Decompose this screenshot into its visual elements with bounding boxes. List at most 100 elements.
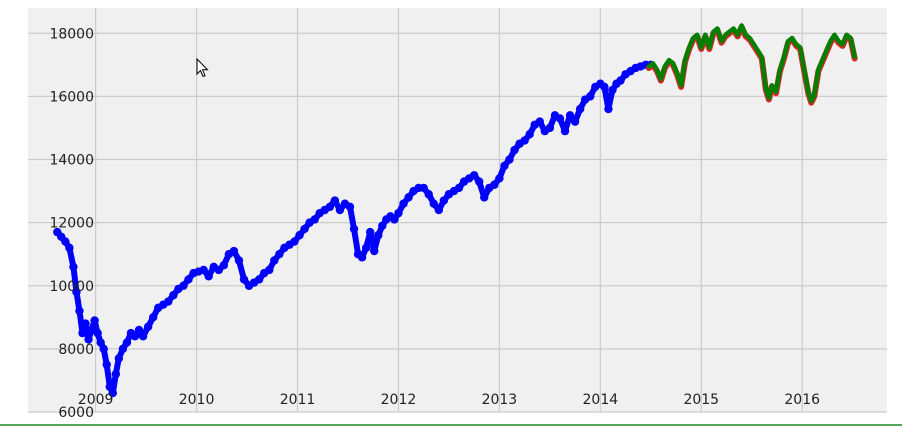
data-point <box>204 272 213 281</box>
data-point <box>275 249 284 259</box>
data-point <box>143 322 153 331</box>
data-point <box>586 92 595 101</box>
data-point <box>600 82 609 92</box>
data-point <box>365 227 375 237</box>
series-3 <box>646 23 857 104</box>
x-tick-label: 2014 <box>583 392 619 408</box>
data-point <box>575 104 585 114</box>
data-point <box>475 177 484 186</box>
data-point <box>616 76 625 85</box>
series-1 <box>53 60 656 398</box>
data-point <box>535 117 544 126</box>
data-point <box>102 360 111 369</box>
y-axis-ticks: 6000 8000 10000 12000 14000 16000 18000 <box>49 26 94 421</box>
x-tick-label: 2016 <box>784 392 820 408</box>
data-point <box>345 202 355 212</box>
data-point <box>335 205 345 215</box>
x-tick-label: 2009 <box>78 392 114 408</box>
mouse-pointer-icon <box>196 58 209 78</box>
data-point <box>65 243 74 253</box>
data-point <box>555 114 565 123</box>
data-point <box>169 291 178 300</box>
data-point <box>357 253 367 262</box>
data-point <box>122 338 132 347</box>
series-3-line <box>646 23 857 104</box>
y-tick-label: 8000 <box>58 342 94 358</box>
data-point <box>179 281 188 290</box>
window-bottom-border <box>0 424 902 426</box>
data-point <box>300 224 309 234</box>
data-point <box>404 193 413 202</box>
data-point <box>81 319 90 328</box>
data-point <box>90 316 99 325</box>
series-layer <box>53 23 858 398</box>
data-point <box>604 104 613 114</box>
data-point <box>500 161 509 171</box>
data-point <box>229 246 239 256</box>
data-point <box>495 174 504 183</box>
data-point <box>429 199 438 208</box>
data-point <box>148 313 158 322</box>
data-point <box>570 117 580 126</box>
data-point <box>72 287 81 297</box>
data-point <box>290 237 299 246</box>
data-point <box>61 237 70 246</box>
data-point <box>399 199 408 208</box>
data-point <box>295 231 304 240</box>
plot-background <box>28 8 887 412</box>
y-tick-label: 14000 <box>49 153 94 169</box>
data-point <box>505 155 514 164</box>
data-point <box>199 265 208 275</box>
y-tick-label: 18000 <box>49 26 94 42</box>
data-point <box>560 126 570 136</box>
data-point <box>419 183 428 193</box>
data-point <box>434 205 444 215</box>
data-point <box>219 261 229 270</box>
data-point <box>114 354 124 363</box>
data-point <box>234 256 244 265</box>
y-tick-label: 16000 <box>49 89 94 105</box>
data-point <box>265 265 274 275</box>
data-point <box>325 202 335 212</box>
data-point <box>108 388 117 398</box>
data-point <box>78 328 87 338</box>
data-point <box>480 193 489 202</box>
data-point <box>138 332 148 341</box>
data-point <box>254 275 264 284</box>
x-tick-label: 2010 <box>179 392 215 408</box>
data-point <box>330 196 340 205</box>
data-point <box>111 369 121 379</box>
data-point <box>184 275 193 284</box>
data-point <box>239 275 249 284</box>
data-point <box>378 221 387 230</box>
data-point <box>96 338 105 347</box>
data-point <box>490 180 499 189</box>
data-point <box>349 224 359 234</box>
data-point <box>75 306 84 316</box>
x-tick-label: 2011 <box>280 392 316 408</box>
data-point <box>310 215 319 224</box>
data-point <box>520 136 529 145</box>
y-tick-label: 6000 <box>58 405 94 421</box>
x-axis-ticks: 2009 2010 2011 2012 2013 2014 2015 2016 <box>78 392 820 408</box>
data-point <box>608 85 617 95</box>
data-point <box>565 111 575 120</box>
data-point <box>510 145 519 155</box>
data-point <box>164 297 173 306</box>
grid-lines <box>28 8 887 413</box>
data-point <box>390 215 399 224</box>
data-point <box>270 256 279 265</box>
data-point <box>454 183 464 193</box>
data-point <box>394 208 403 218</box>
data-point <box>84 335 93 344</box>
data-point <box>118 344 128 354</box>
data-point <box>361 243 371 253</box>
data-point <box>69 262 78 272</box>
data-point <box>439 196 449 205</box>
data-point <box>469 171 479 180</box>
y-tick-label: 12000 <box>49 216 94 232</box>
y-tick-label: 10000 <box>49 279 94 295</box>
data-point <box>370 246 379 256</box>
data-point <box>424 190 433 199</box>
